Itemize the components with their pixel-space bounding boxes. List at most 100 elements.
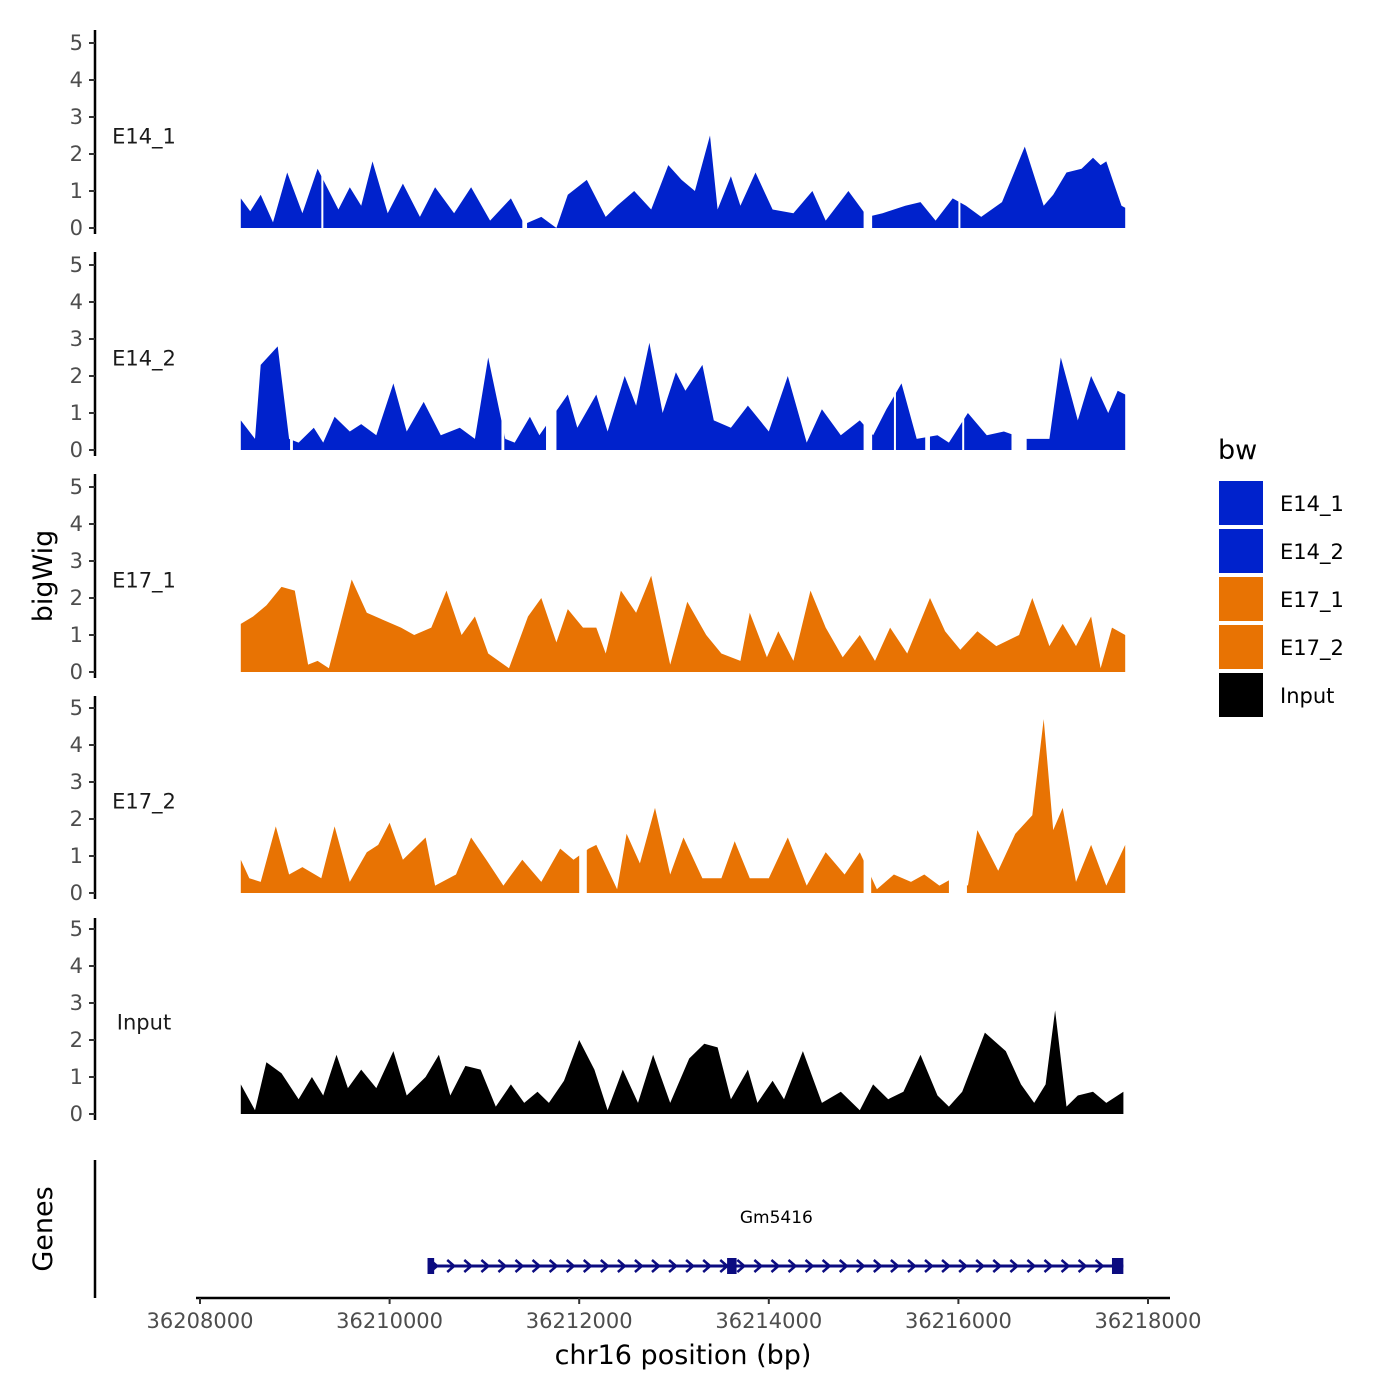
strand-arrow: [685, 1259, 696, 1273]
strand-arrow: [497, 1259, 508, 1273]
x-tick-label: 36216000: [905, 1309, 1012, 1333]
coverage-gap: [522, 30, 528, 229]
y-tick-label: 4: [70, 733, 83, 757]
strand-arrow: [548, 1259, 559, 1273]
track-label: E17_2: [112, 790, 176, 815]
y-tick-label: 2: [70, 364, 83, 388]
track-label: E14_1: [112, 125, 176, 150]
strand-arrow: [821, 1259, 832, 1273]
x-tick-label: 36214000: [715, 1309, 822, 1333]
strand-arrow: [787, 1259, 798, 1273]
strand-arrow: [702, 1259, 713, 1273]
strand-arrow: [531, 1259, 542, 1273]
track-label: E14_2: [112, 347, 176, 372]
signal-area-Input: [240, 1010, 1124, 1114]
legend-swatch-Input: [1219, 673, 1263, 717]
strand-arrow: [1043, 1259, 1054, 1273]
legend-label: E17_2: [1280, 636, 1344, 661]
strand-arrow: [873, 1259, 883, 1273]
strand-arrow: [907, 1259, 917, 1273]
strand-arrow: [1009, 1259, 1020, 1273]
y-tick-label: 3: [70, 105, 83, 129]
strand-arrow: [992, 1259, 1003, 1273]
y-tick-label: 5: [70, 917, 83, 941]
y-tick-label: 1: [70, 179, 83, 203]
y-tick-label: 1: [70, 844, 83, 868]
x-tick-label: 36218000: [1095, 1309, 1202, 1333]
legend-swatch-E14_1: [1219, 481, 1263, 525]
track-label: E17_1: [112, 569, 176, 594]
strand-arrow: [838, 1259, 849, 1273]
x-tick-label: 36210000: [336, 1309, 443, 1333]
coverage-gap: [321, 30, 324, 229]
legend-swatch-E17_2: [1219, 625, 1263, 669]
y-tick-label: 5: [70, 31, 83, 55]
strand-arrow: [634, 1259, 644, 1273]
strand-arrow: [1094, 1259, 1105, 1273]
y-tick-label: 1: [70, 401, 83, 425]
y-tick-label: 0: [70, 881, 83, 905]
strand-arrow: [514, 1259, 525, 1273]
coverage-gap: [546, 252, 557, 451]
y-tick-label: 0: [70, 438, 83, 462]
strand-arrow: [651, 1259, 661, 1273]
coverage-gap: [863, 252, 873, 451]
gene-exon: [727, 1258, 737, 1274]
y-tick-label: 4: [70, 512, 83, 536]
strand-arrow: [855, 1259, 866, 1273]
y-tick-label: 5: [70, 475, 83, 499]
strand-arrow: [565, 1259, 576, 1273]
y-axis-title: bigWig: [28, 530, 59, 623]
strand-arrow: [924, 1259, 934, 1273]
y-tick-label: 1: [70, 623, 83, 647]
strand-arrow: [582, 1259, 593, 1273]
legend-swatch-E14_2: [1219, 529, 1263, 573]
gene-exon: [1111, 1258, 1124, 1274]
y-tick-label: 5: [70, 253, 83, 277]
coverage-gap: [863, 30, 873, 229]
strand-arrow: [975, 1259, 986, 1273]
x-tick-label: 36208000: [147, 1309, 254, 1333]
y-tick-label: 0: [70, 216, 83, 240]
gene-label: Gm5416: [740, 1208, 813, 1228]
x-axis-title: chr16 position (bp): [555, 1340, 812, 1371]
legend-label: E14_1: [1280, 492, 1344, 517]
y-tick-label: 3: [70, 327, 83, 351]
y-tick-label: 4: [70, 290, 83, 314]
y-tick-label: 1: [70, 1065, 83, 1089]
y-tick-label: 4: [70, 68, 83, 92]
strand-arrow: [1060, 1259, 1071, 1273]
strand-arrow: [770, 1259, 781, 1273]
y-tick-label: 2: [70, 807, 83, 831]
coverage-gap: [579, 696, 587, 894]
coverage-gap: [501, 252, 505, 451]
y-tick-label: 2: [70, 586, 83, 610]
strand-arrow: [736, 1259, 747, 1273]
x-tick-label: 36212000: [526, 1309, 633, 1333]
y-tick-label: 0: [70, 1102, 83, 1126]
signal-area-E17_1: [240, 575, 1126, 672]
coverage-gap: [925, 252, 930, 451]
strand-arrow: [804, 1259, 815, 1273]
strand-arrow: [958, 1259, 969, 1273]
coverage-gap: [893, 252, 896, 451]
y-tick-label: 2: [70, 142, 83, 166]
signal-area-E14_1: [240, 135, 1126, 228]
strand-arrow: [941, 1259, 951, 1273]
strand-arrow: [1077, 1259, 1088, 1273]
coverage-gap: [1011, 252, 1027, 451]
strand-arrow: [1026, 1259, 1037, 1273]
signal-area-E14_2: [240, 342, 1126, 450]
signal-area-E17_2: [240, 719, 1126, 893]
strand-arrow: [890, 1259, 900, 1273]
strand-arrow: [463, 1259, 474, 1273]
y-tick-label: 0: [70, 660, 83, 684]
y-tick-label: 2: [70, 1028, 83, 1052]
legend-swatch-E17_1: [1219, 577, 1263, 621]
y-tick-label: 4: [70, 954, 83, 978]
legend-label: E17_1: [1280, 588, 1344, 613]
genes-panel-title: Genes: [28, 1186, 59, 1271]
coverage-gap: [962, 252, 965, 451]
gene-exon: [427, 1258, 435, 1274]
